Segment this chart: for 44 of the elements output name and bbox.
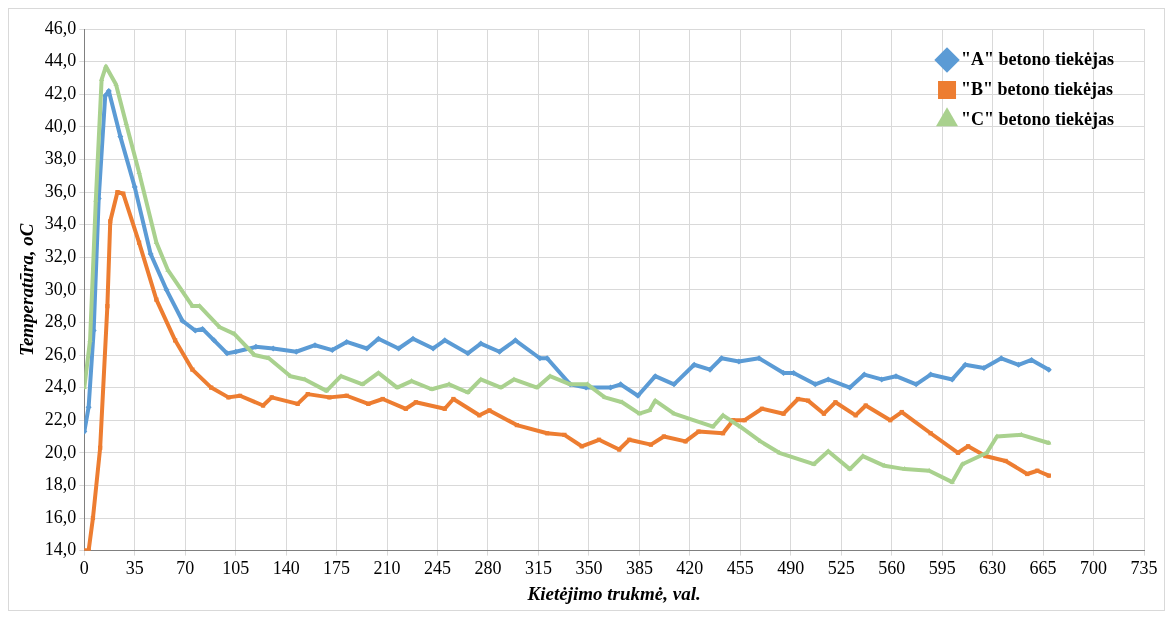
y-axis-title: Temperatūra, oC xyxy=(16,223,38,356)
x-tick-label: 280 xyxy=(474,558,502,579)
x-axis-title: Kietėjimo trukmė, val. xyxy=(526,582,701,604)
x-tick-label: 455 xyxy=(726,558,754,579)
x-tick-label: 630 xyxy=(979,558,1007,579)
x-tick-label: 560 xyxy=(878,558,906,579)
y-tick-label: 42,0 xyxy=(44,82,77,103)
y-tick-label: 40,0 xyxy=(44,115,77,136)
y-tick-label: 16,0 xyxy=(44,506,77,527)
x-tick-label: 315 xyxy=(524,558,552,579)
x-tick-label: 175 xyxy=(323,558,351,579)
x-tick-label: 0 xyxy=(79,558,89,579)
x-tick-label: 420 xyxy=(676,558,704,579)
x-tick-label: 700 xyxy=(1080,558,1108,579)
y-tick-label: 28,0 xyxy=(44,311,77,332)
y-tick-label: 36,0 xyxy=(44,180,77,201)
x-tick-label: 70 xyxy=(176,558,195,579)
x-tick-label: 735 xyxy=(1130,558,1158,579)
x-tick-label: 525 xyxy=(827,558,855,579)
y-tick-label: 26,0 xyxy=(44,343,77,364)
legend-label: "B" betono tiekėjas xyxy=(961,78,1114,99)
y-tick-label: 44,0 xyxy=(44,50,77,71)
y-tick-label: 22,0 xyxy=(44,408,77,429)
y-tick-label: 46,0 xyxy=(44,17,77,38)
y-tick-label: 20,0 xyxy=(44,441,77,462)
x-tick-label: 35 xyxy=(125,558,144,579)
legend-label: "C" betono tiekėjas xyxy=(961,108,1115,129)
x-tick-label: 665 xyxy=(1029,558,1057,579)
y-tick-label: 34,0 xyxy=(44,213,77,234)
x-tick-label: 350 xyxy=(575,558,603,579)
x-tick-label: 595 xyxy=(928,558,956,579)
x-tick-label: 140 xyxy=(272,558,300,579)
y-tick-label: 38,0 xyxy=(44,148,77,169)
legend-label: "A" betono tiekėjas xyxy=(961,48,1115,69)
y-tick-label: 14,0 xyxy=(44,539,77,560)
x-tick-label: 385 xyxy=(625,558,653,579)
x-tick-label: 490 xyxy=(777,558,805,579)
x-tick-label: 105 xyxy=(222,558,250,579)
y-tick-label: 18,0 xyxy=(44,474,77,495)
y-tick-label: 24,0 xyxy=(44,376,77,397)
y-tick-label: 30,0 xyxy=(44,278,77,299)
y-tick-label: 32,0 xyxy=(44,245,77,266)
x-tick-label: 210 xyxy=(373,558,401,579)
x-tick-label: 245 xyxy=(424,558,452,579)
